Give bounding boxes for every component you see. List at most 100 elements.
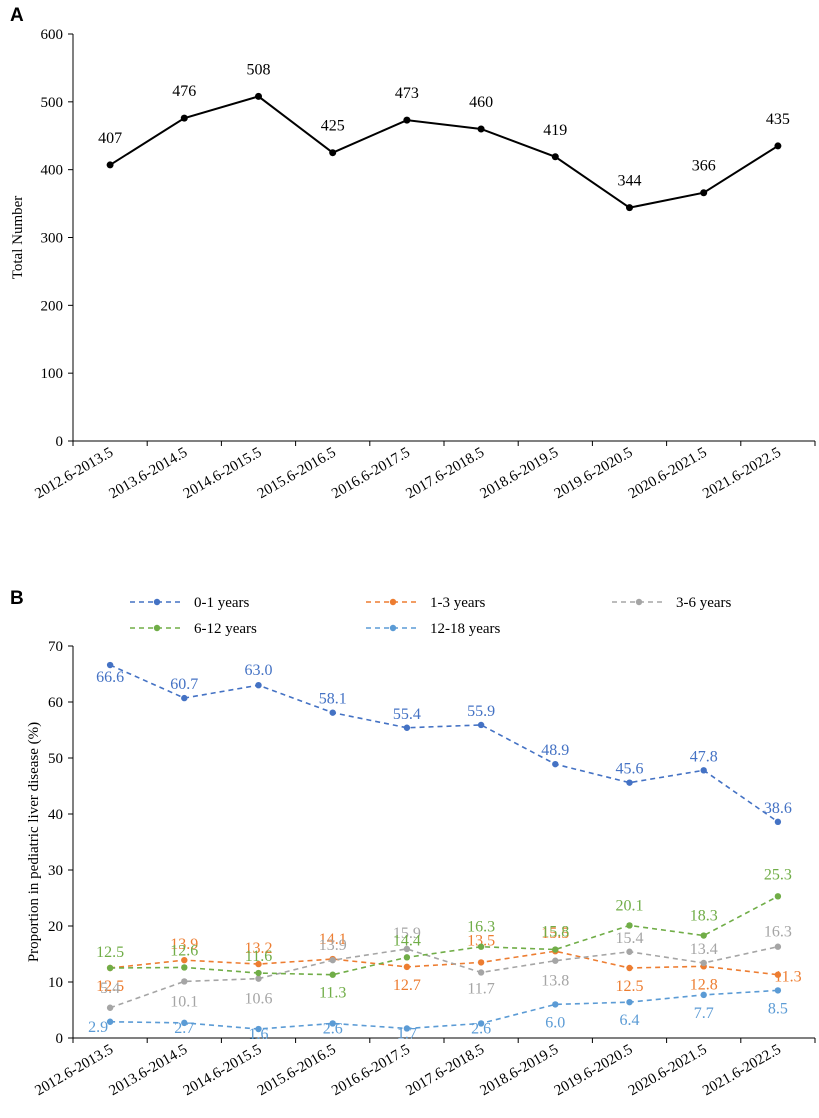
data-point-1-3-years — [477, 959, 485, 966]
data-label-0-1-years: 48.9 — [541, 742, 569, 759]
data-point-6-12-years — [329, 971, 336, 978]
data-label-1-3-years: 11.3 — [774, 969, 801, 986]
data-point-0-1-years — [552, 760, 559, 768]
series-line-0-1-years — [109, 664, 779, 823]
series-line-total — [109, 95, 779, 209]
data-label: 366 — [692, 158, 716, 175]
data-point-0-1-years — [700, 767, 707, 774]
data-label-3-6-years: 15.9 — [393, 925, 421, 942]
y-tick-label: 20 — [48, 919, 63, 935]
data-label-0-1-years: 55.4 — [393, 706, 421, 723]
x-tick-label: 2016.6-2017.5 — [329, 1042, 413, 1100]
data-point-6-12-years — [181, 964, 188, 971]
data-point — [551, 153, 559, 161]
data-label-0-1-years: 63.0 — [245, 662, 273, 679]
data-point-0-1-years — [106, 661, 114, 669]
data-label-0-1-years: 47.8 — [690, 748, 718, 765]
data-label-0-1-years: 38.6 — [764, 800, 792, 817]
data-label-12-18-years: 1.6 — [249, 1026, 269, 1043]
data-point-12-18-years — [626, 998, 633, 1006]
data-label-6-12-years: 25.3 — [764, 866, 792, 883]
y-tick-label: 0 — [56, 434, 64, 450]
x-tick-label: 2013.6-2014.5 — [107, 1042, 191, 1100]
data-point-12-18-years — [106, 1018, 114, 1025]
data-label-6-12-years: 11.6 — [245, 948, 272, 965]
data-label-3-6-years: 13.4 — [690, 941, 718, 958]
data-point-3-6-years — [626, 948, 633, 955]
legend-marker-6-12-years — [153, 624, 161, 632]
data-label-6-12-years: 12.5 — [96, 944, 124, 961]
data-point-0-1-years — [181, 694, 188, 702]
data-point-0-1-years — [329, 709, 336, 716]
series-line-1-3-years — [110, 950, 778, 976]
data-label: 407 — [98, 130, 122, 147]
data-label-12-18-years: 8.5 — [768, 1000, 788, 1017]
x-tick-label: 2015.6-2016.5 — [255, 1042, 339, 1100]
data-label-6-12-years: 15.8 — [541, 924, 569, 941]
data-label-0-1-years: 55.9 — [467, 703, 495, 720]
data-label-3-6-years: 11.7 — [467, 980, 494, 997]
x-tick-label: 2021.6-2022.5 — [700, 1042, 784, 1100]
data-label: 460 — [469, 94, 493, 111]
data-point-3-6-years — [106, 1004, 114, 1011]
data-point — [106, 161, 114, 169]
legend-marker-12-18-years — [389, 624, 397, 632]
panel-b-letter: B — [10, 588, 24, 609]
data-label-3-6-years: 13.9 — [319, 937, 347, 954]
data-point-3-6-years — [700, 959, 707, 967]
data-label-12-18-years: 1.7 — [397, 1025, 417, 1042]
data-point-12-18-years — [700, 991, 707, 999]
data-point — [329, 149, 337, 157]
data-label-12-18-years: 2.6 — [323, 1020, 343, 1037]
data-point-1-3-years — [181, 956, 188, 964]
data-label-0-1-years: 66.6 — [96, 669, 124, 686]
data-label-3-6-years: 15.4 — [616, 930, 644, 947]
data-point-3-6-years — [403, 945, 411, 953]
data-point-6-12-years — [700, 932, 707, 939]
data-label-6-12-years: 20.1 — [616, 897, 644, 914]
data-label-3-6-years: 10.1 — [170, 993, 198, 1010]
data-label-3-6-years: 5.4 — [100, 980, 120, 997]
x-tick-label: 2019.6-2020.5 — [552, 1042, 636, 1100]
data-label: 419 — [543, 122, 567, 139]
data-point-1-3-years — [403, 963, 411, 971]
data-point-12-18-years — [552, 1001, 559, 1008]
data-point-6-12-years — [774, 893, 782, 900]
series-line-3-6-years — [109, 945, 779, 1009]
y-tick-label: 200 — [41, 298, 64, 314]
data-label-1-3-years: 12.5 — [616, 978, 644, 995]
data-label-1-3-years: 15.5 — [541, 925, 569, 942]
legend-label-3-6-years: 3-6 years — [676, 595, 732, 611]
data-point — [403, 116, 411, 124]
data-label-1-3-years: 12.8 — [690, 976, 718, 993]
data-point-1-3-years — [774, 971, 782, 978]
data-label-3-6-years: 10.6 — [245, 991, 273, 1008]
data-label-12-18-years: 2.7 — [174, 1020, 194, 1037]
data-label-12-18-years: 2.9 — [88, 1019, 108, 1036]
data-point — [774, 142, 782, 150]
data-label: 473 — [395, 85, 419, 102]
data-label-1-3-years: 13.9 — [170, 936, 198, 953]
series-line-6-12-years — [110, 895, 779, 976]
data-point-6-12-years — [106, 964, 114, 972]
legend-label-6-12-years: 6-12 years — [194, 621, 257, 637]
y-tick-label: 400 — [41, 163, 64, 179]
y-axis-title: Proportion in pediatric liver disease (%… — [26, 722, 42, 962]
y-tick-label: 600 — [41, 27, 64, 43]
data-label-6-12-years: 14.4 — [393, 932, 421, 949]
data-label-6-12-years: 11.3 — [319, 985, 346, 1002]
y-tick-label: 300 — [41, 231, 64, 247]
data-point-3-6-years — [181, 978, 188, 985]
data-label-1-3-years: 14.1 — [319, 931, 347, 948]
y-axis-title: Total Number — [10, 196, 26, 280]
data-label-12-18-years: 6.0 — [545, 1014, 565, 1031]
data-label-6-12-years: 18.3 — [690, 908, 718, 925]
x-tick-label: 2017.6-2018.5 — [403, 1042, 487, 1100]
data-point — [626, 204, 633, 212]
data-point-6-12-years — [626, 922, 633, 929]
panel-a-letter: A — [10, 5, 24, 26]
x-tick-label: 2014.6-2015.5 — [181, 1042, 265, 1100]
data-point — [477, 125, 485, 133]
data-point-0-1-years — [477, 721, 485, 729]
data-point-1-3-years — [626, 964, 633, 972]
